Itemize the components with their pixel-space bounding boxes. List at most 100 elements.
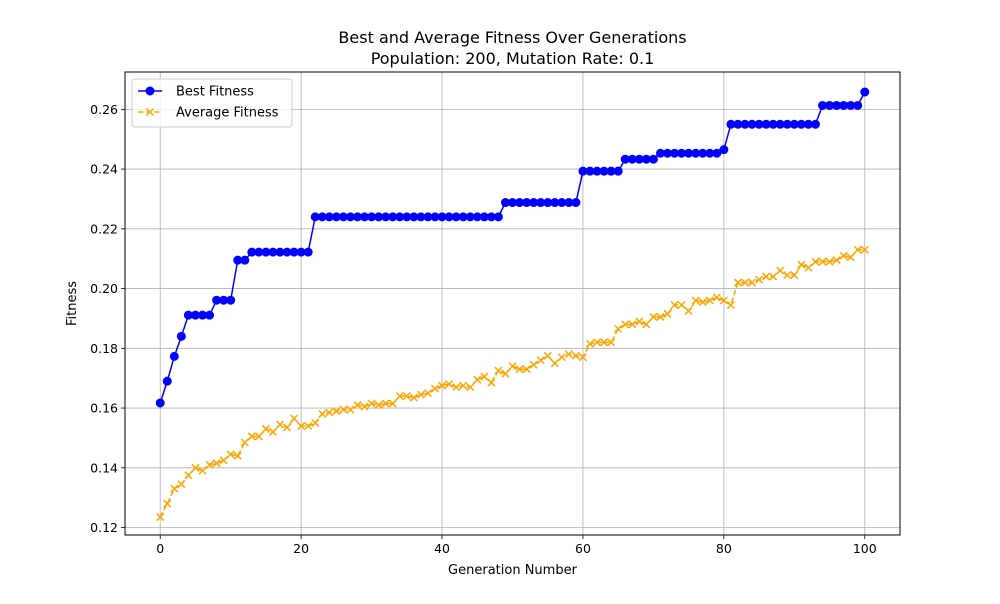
average-fitness-point: [381, 399, 390, 408]
x-tick-label: 80: [716, 541, 732, 556]
y-axis-ticks: 0.12 0.14 0.16 0.18 0.20 0.22 0.24 0.26: [90, 102, 125, 535]
average-fitness-point: [578, 353, 587, 362]
best-fitness-point: [303, 247, 313, 257]
average-fitness-point: [769, 272, 778, 281]
y-tick-label: 0.14: [90, 460, 118, 475]
average-fitness-point: [416, 390, 425, 399]
legend-entries: Best Fitness Average Fitness: [138, 85, 279, 121]
y-tick-label: 0.26: [90, 102, 118, 117]
average-fitness-point: [501, 369, 510, 378]
average-fitness-point: [733, 278, 742, 287]
average-fitness-point: [283, 423, 292, 432]
average-fitness-point: [832, 256, 841, 265]
average-fitness-point: [811, 257, 820, 266]
chart-subtitle: Population: 200, Mutation Rate: 0.1: [371, 49, 655, 68]
plot-series: [155, 87, 870, 522]
legend-entry-best-fitness: Best Fitness: [138, 85, 254, 100]
average-fitness-point: [445, 380, 454, 389]
average-fitness-point: [388, 399, 397, 408]
average-fitness-point: [226, 450, 235, 459]
average-fitness-point: [508, 362, 517, 371]
average-fitness-point: [649, 312, 658, 321]
average-fitness-point: [438, 381, 447, 390]
average-fitness-point: [607, 338, 616, 347]
x-tick-label: 60: [575, 541, 591, 556]
average-fitness-point: [494, 366, 503, 375]
average-fitness-point: [783, 271, 792, 280]
average-fitness-point: [332, 407, 341, 416]
average-fitness-point: [198, 466, 207, 475]
average-fitness-point: [677, 300, 686, 310]
average-fitness-point: [325, 408, 334, 417]
average-fitness-point: [719, 296, 728, 305]
average-fitness-point: [339, 405, 348, 414]
x-tick-label: 20: [293, 541, 309, 556]
average-fitness-point: [684, 306, 693, 315]
average-fitness-point: [184, 471, 193, 480]
best-fitness-point: [712, 148, 722, 158]
average-fitness-point: [170, 484, 179, 493]
average-fitness-point: [571, 351, 580, 360]
y-tick-label: 0.22: [90, 221, 118, 236]
average-fitness-series: [156, 245, 869, 522]
best-fitness-point: [240, 255, 250, 265]
average-fitness-point: [459, 381, 468, 390]
x-tick-label: 0: [156, 541, 164, 556]
average-fitness-point: [839, 251, 848, 260]
average-fitness-point: [740, 278, 750, 287]
average-fitness-point: [473, 375, 482, 384]
legend-entry-average-fitness: Average Fitness: [138, 106, 279, 121]
legend-swatch-marker: [145, 107, 155, 117]
average-fitness-point: [748, 278, 757, 287]
average-fitness-point: [825, 257, 834, 266]
x-tick-label: 100: [853, 541, 877, 556]
average-fitness-point: [346, 405, 355, 414]
best-fitness-point: [169, 351, 179, 361]
average-fitness-point: [240, 438, 249, 447]
average-fitness-point: [593, 338, 602, 347]
y-tick-label: 0.12: [90, 520, 118, 535]
legend-swatch-marker: [145, 86, 155, 96]
best-fitness-point: [719, 145, 729, 155]
average-fitness-point: [522, 365, 531, 374]
average-fitness-point: [585, 339, 595, 348]
best-fitness-point: [571, 198, 581, 208]
average-fitness-point: [818, 257, 827, 266]
average-fitness-point: [776, 266, 785, 275]
average-fitness-point: [430, 384, 440, 393]
legend-label: Average Fitness: [176, 106, 279, 121]
best-fitness-point: [648, 154, 658, 164]
y-tick-label: 0.18: [90, 341, 118, 356]
best-fitness-point: [613, 166, 623, 176]
best-fitness-point: [205, 310, 215, 320]
average-fitness-point: [663, 309, 672, 318]
x-tick-label: 40: [434, 541, 450, 556]
average-fitness-point: [536, 356, 545, 365]
average-fitness-point: [790, 271, 799, 280]
average-fitness-point: [691, 296, 700, 305]
average-fitness-point: [557, 353, 566, 362]
average-fitness-point: [543, 351, 552, 360]
average-fitness-point: [642, 320, 651, 329]
average-fitness-point: [163, 499, 172, 508]
average-fitness-point: [670, 300, 679, 310]
y-tick-label: 0.16: [90, 401, 118, 416]
average-fitness-point: [268, 427, 277, 436]
x-axis-ticks: 0 20 40 60 80 100: [156, 535, 877, 556]
average-fitness-point: [353, 401, 362, 410]
y-tick-label: 0.20: [90, 281, 118, 296]
average-fitness-point: [177, 480, 186, 489]
legend: Best Fitness Average Fitness: [131, 78, 293, 128]
average-fitness-point: [395, 392, 404, 401]
average-fitness-point: [726, 300, 735, 310]
average-fitness-point: [233, 451, 242, 460]
best-fitness-point: [226, 295, 236, 305]
average-fitness-point: [635, 317, 644, 326]
average-fitness-point: [797, 260, 806, 269]
average-fitness-point: [762, 272, 771, 281]
average-fitness-point: [621, 320, 630, 329]
average-fitness-point: [564, 350, 573, 359]
average-fitness-point: [698, 297, 707, 307]
average-fitness-point: [290, 414, 299, 423]
average-fitness-point: [755, 275, 764, 284]
